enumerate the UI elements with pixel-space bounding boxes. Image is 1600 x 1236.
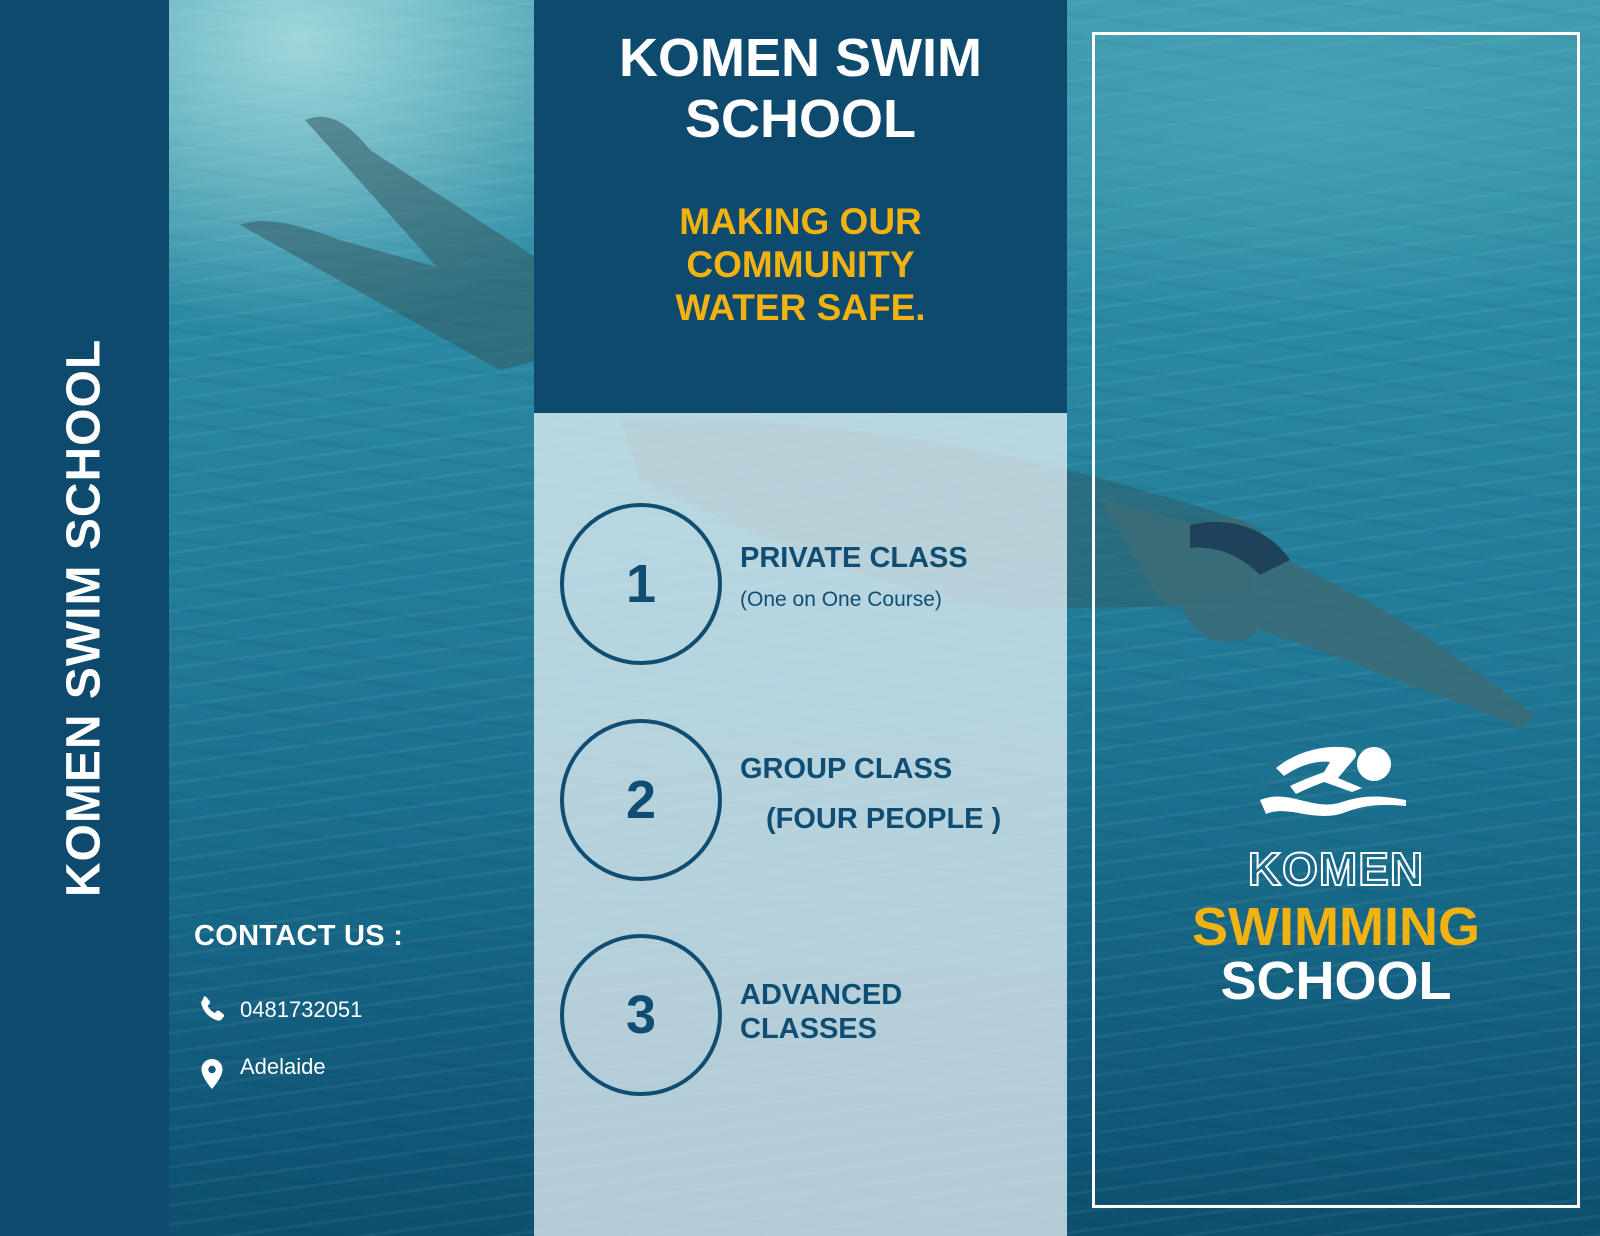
location-row: Adelaide xyxy=(194,1042,326,1092)
phone-row: 0481732051 xyxy=(194,992,362,1028)
vertical-title: KOMEN SWIM SCHOOL xyxy=(57,338,111,898)
logo-frame xyxy=(1092,32,1580,1208)
class-number-circle: 2 xyxy=(560,719,722,881)
class-item-advanced: 3 ADVANCED CLASSES xyxy=(560,934,1060,1096)
page-title: KOMEN SWIM SCHOOL xyxy=(534,28,1067,150)
slogan-line-2: COMMUNITY xyxy=(686,244,915,285)
slogan: MAKING OUR COMMUNITY WATER SAFE. xyxy=(534,200,1067,329)
class-title-line-1: ADVANCED xyxy=(740,979,903,1011)
phone-icon xyxy=(194,992,230,1028)
map-pin-icon xyxy=(194,1056,230,1092)
phone-number: 0481732051 xyxy=(240,997,363,1022)
left-sidebar: KOMEN SWIM SCHOOL xyxy=(0,0,169,1236)
class-item-private: 1 PRIVATE CLASS (One on One Course) xyxy=(560,503,1060,665)
logo-text-school: SCHOOL xyxy=(1220,951,1452,1011)
class-title: PRIVATE CLASS xyxy=(740,542,968,574)
center-header: KOMEN SWIM SCHOOL MAKING OUR COMMUNITY W… xyxy=(534,0,1067,413)
contact-section: CONTACT US : 0481732051 Adelaide xyxy=(194,920,404,1089)
class-item-group: 2 GROUP CLASS (FOUR PEOPLE ) xyxy=(560,719,1060,881)
classes-panel: 1 PRIVATE CLASS (One on One Course) 2 GR… xyxy=(534,413,1067,1236)
logo-text-swimming: SWIMMING xyxy=(1192,897,1480,957)
location-text: Adelaide xyxy=(240,1054,326,1079)
class-subtitle: (One on One Course) xyxy=(740,588,942,611)
slogan-line-1: MAKING OUR xyxy=(679,201,922,242)
class-title: GROUP CLASS xyxy=(740,753,953,785)
class-title-line-2: CLASSES xyxy=(740,1013,877,1045)
title-line-1: KOMEN SWIM xyxy=(619,28,982,88)
slogan-line-3: WATER SAFE. xyxy=(675,287,926,328)
contact-title: CONTACT US : xyxy=(194,920,404,952)
class-number-circle: 1 xyxy=(560,503,722,665)
logo-text-komen: KOMEN xyxy=(1247,842,1425,896)
class-number-circle: 3 xyxy=(560,934,722,1096)
swimmer-icon xyxy=(1258,738,1408,831)
class-subtitle: (FOUR PEOPLE ) xyxy=(766,803,1002,835)
title-line-2: SCHOOL xyxy=(684,89,916,149)
